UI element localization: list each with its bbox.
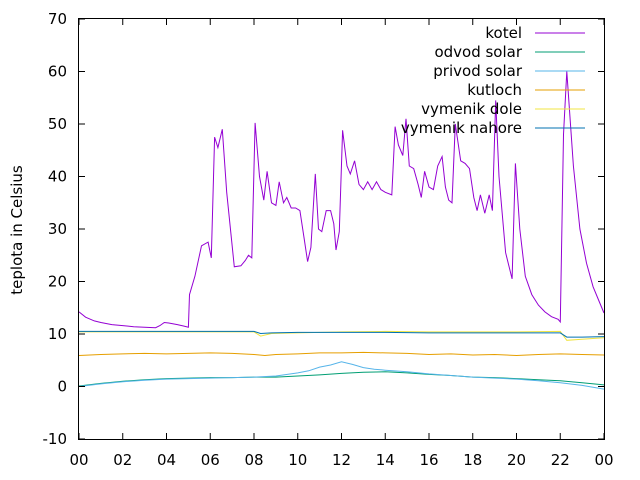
legend-label: kutloch bbox=[467, 81, 522, 99]
y-tick-label: 40 bbox=[48, 168, 67, 186]
y-tick-label: 50 bbox=[48, 115, 67, 133]
series-line-privod-solar bbox=[78, 361, 605, 390]
series-line-odvod-solar bbox=[78, 371, 605, 387]
legend-label: kotel bbox=[485, 24, 522, 42]
y-axis-label: teplota in Celsius bbox=[8, 165, 26, 295]
x-tick-label: 08 bbox=[244, 451, 263, 469]
plot-series bbox=[78, 71, 605, 390]
x-tick-label: 22 bbox=[551, 451, 570, 469]
legend-label: privod solar bbox=[433, 62, 523, 80]
x-tick-label: 00 bbox=[69, 451, 88, 469]
x-tick-label: 16 bbox=[419, 451, 438, 469]
x-tick-label: 14 bbox=[376, 451, 395, 469]
x-tick-label: 12 bbox=[332, 451, 351, 469]
y-tick-label: 30 bbox=[48, 220, 67, 238]
y-tick-label: 20 bbox=[48, 273, 67, 291]
x-tick-label: 04 bbox=[157, 451, 176, 469]
x-tick-label: 02 bbox=[113, 451, 132, 469]
axis-ticks: -10 0 10 20 30 40 50 60 70 00 02 04 06 08 10 12 14 16 18 20… bbox=[43, 10, 614, 469]
y-tick-label: -10 bbox=[43, 430, 68, 448]
x-tick-label: 00 bbox=[594, 451, 613, 469]
x-tick-label: 18 bbox=[463, 451, 482, 469]
series-line-kotel bbox=[78, 71, 605, 329]
legend-label: odvod solar bbox=[434, 43, 522, 61]
plot-frame bbox=[78, 18, 605, 440]
y-tick-label: 10 bbox=[48, 325, 67, 343]
legend-label: vymenik dole bbox=[421, 100, 522, 118]
y-tick-label: 70 bbox=[48, 10, 67, 28]
x-tick-label: 20 bbox=[507, 451, 526, 469]
x-tick-label: 06 bbox=[201, 451, 220, 469]
series-line-vymenik-nahore bbox=[79, 330, 605, 338]
y-tick-label: 0 bbox=[57, 378, 67, 396]
x-tick-label: 10 bbox=[288, 451, 307, 469]
y-tick-label: 60 bbox=[48, 63, 67, 81]
legend-label: vymenik nahore bbox=[401, 119, 522, 137]
series-line-kutloch bbox=[78, 351, 605, 357]
